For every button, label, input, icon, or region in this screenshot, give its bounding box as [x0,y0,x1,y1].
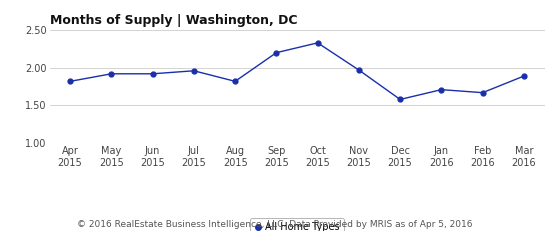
Text: Months of Supply | Washington, DC: Months of Supply | Washington, DC [50,15,297,27]
Legend: All Home Types: All Home Types [250,218,344,231]
Text: © 2016 RealEstate Business Intelligence, LLC. Data Provided by MRIS as of Apr 5,: © 2016 RealEstate Business Intelligence,… [77,220,473,229]
